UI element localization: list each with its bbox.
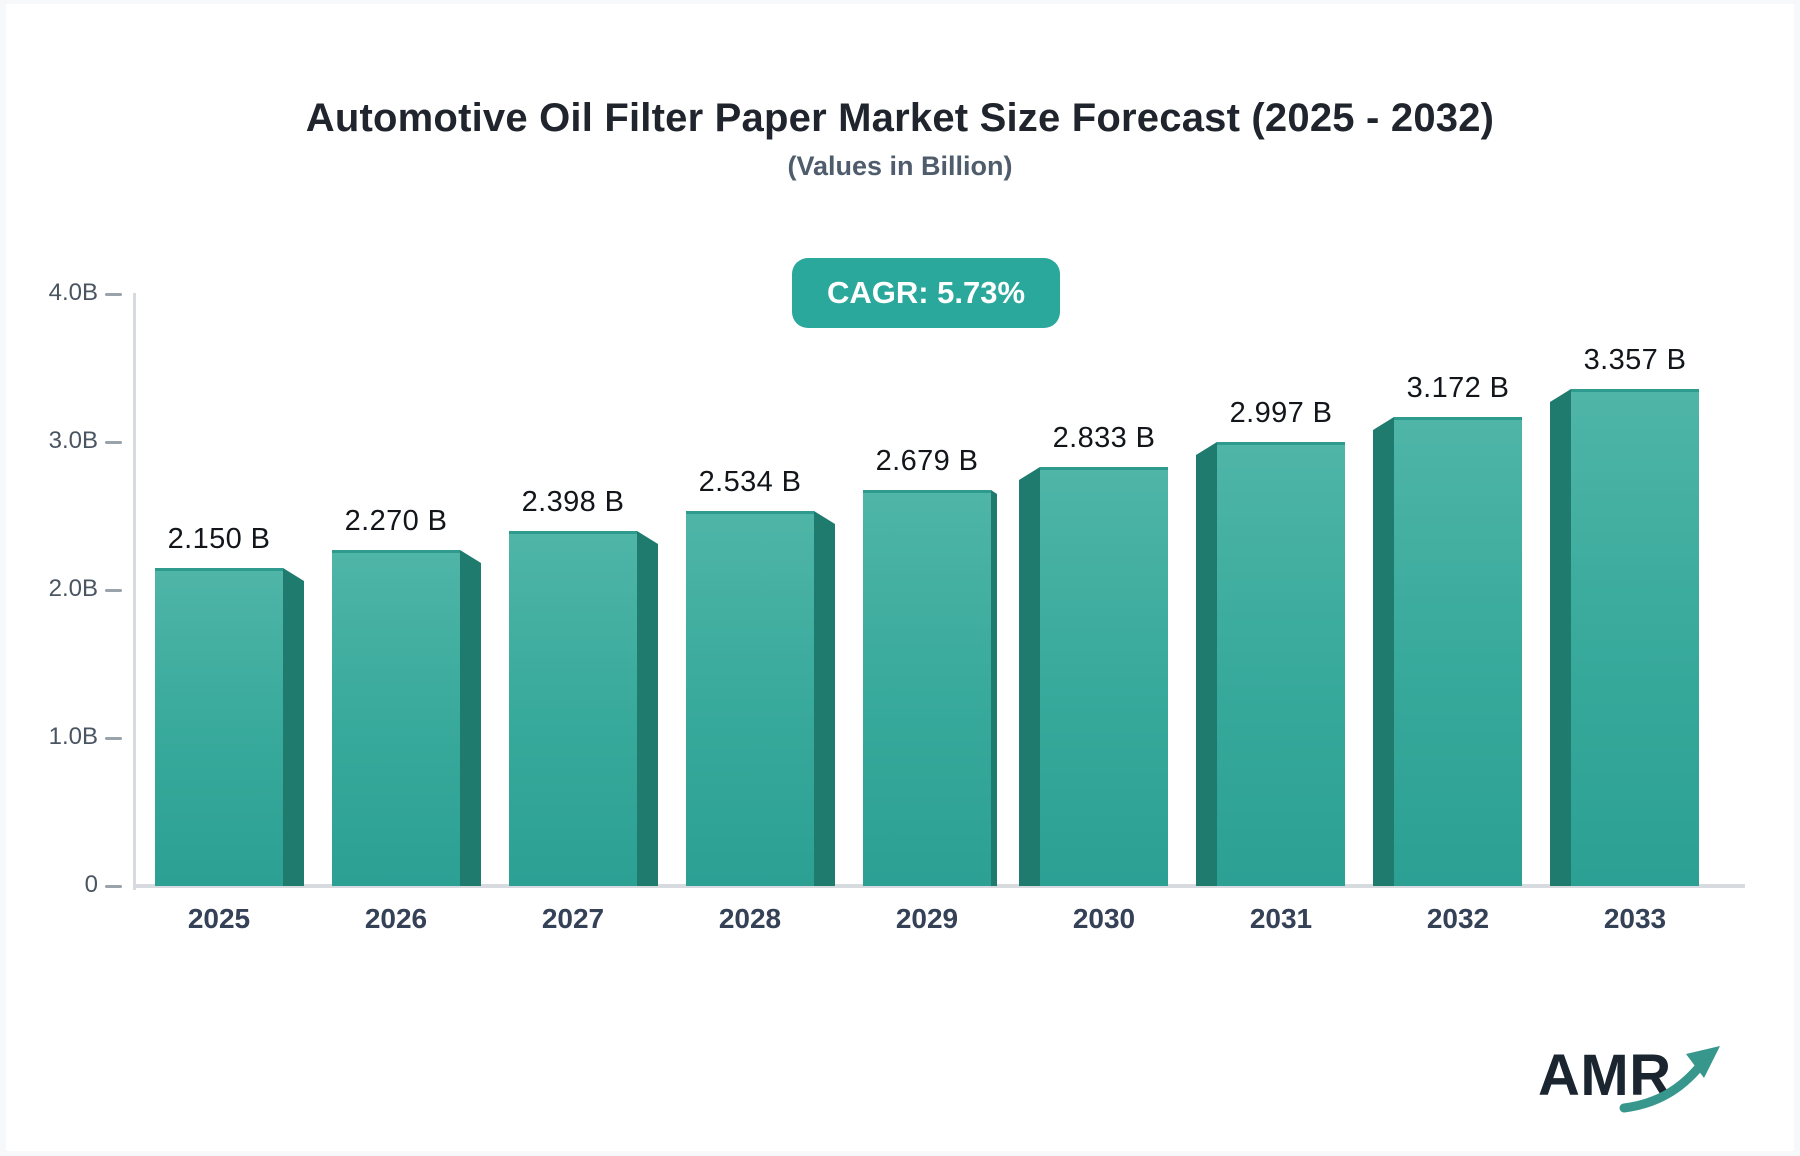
bar-2032 [1373,417,1522,886]
bar-side-face [1196,442,1217,886]
bar-value-label: 3.172 B [1406,372,1510,404]
bar-value-label: 3.357 B [1583,344,1687,376]
bar-chart-plot-area: 4.0B 3.0B 2.0B 1.0B 0 2.150 B 2025 2.270 B 2026 2… [6,4,1794,1151]
x-axis-label: 2028 [718,903,782,934]
bar-face [509,531,637,886]
bar-2029 [863,490,997,886]
y-axis-line [133,293,136,890]
bar-face [1394,417,1522,886]
bar-2033 [1550,389,1699,886]
x-axis-label: 2026 [364,903,428,934]
bar-value-label: 2.534 B [698,466,802,498]
y-axis-tick-label: 0 [84,871,98,898]
bar-face [1217,442,1345,886]
y-axis-tick-label: 1.0B [48,723,98,750]
bar-face [1571,389,1699,886]
bar-side-face [1019,467,1040,886]
x-axis-label: 2027 [541,903,605,934]
y-axis-tick [105,441,122,444]
bar-value-label: 2.270 B [344,505,448,537]
page-subtitle: (Values in Billion) [787,151,1013,181]
bar-value-label: 2.997 B [1229,397,1333,429]
cagr-badge-label: CAGR: 5.73% [826,275,1026,310]
bar-2028 [686,511,835,886]
x-axis-label: 2032 [1426,903,1490,934]
bar-face [1040,467,1168,886]
bar-value-label: 2.679 B [875,445,979,477]
bar-side-face [637,531,658,886]
cagr-badge: CAGR: 5.73% [792,258,1060,328]
bar-value-label: 2.398 B [521,486,625,518]
x-axis-label: 2030 [1072,903,1136,934]
bar-2031 [1196,442,1345,886]
bar-face [155,568,283,886]
x-axis-line [133,884,1745,888]
y-axis-tick-label: 2.0B [48,575,98,602]
bar-side-face [991,490,997,886]
growth-arrow-icon [1619,1046,1720,1113]
amr-logo-text: AMR [1538,1043,1672,1108]
bar-side-face [283,568,304,886]
x-axis-label: 2025 [187,903,251,934]
bar-side-face [814,511,835,886]
y-axis-tick [105,885,122,888]
bar-2030 [1019,467,1168,886]
bar-2025 [155,568,304,886]
bar-side-face [1373,417,1394,886]
y-axis-tick-label: 3.0B [48,427,98,454]
y-axis-tick [105,589,122,592]
bar-face [863,490,991,886]
chart-card: Automotive Oil Filter Paper Market Size … [6,4,1794,1151]
x-axis-label: 2031 [1249,903,1313,934]
bar-side-face [1550,389,1571,886]
bar-2026 [332,550,481,886]
bar-face [332,550,460,886]
bar-value-label: 2.833 B [1052,422,1156,454]
bar-2027 [509,531,658,886]
bar-face [686,511,814,886]
y-axis-tick [105,293,122,296]
page-title: Automotive Oil Filter Paper Market Size … [305,96,1495,140]
y-axis-tick [105,737,122,740]
bar-side-face [460,550,481,886]
amr-logo: AMR [1538,1032,1758,1127]
bar-value-label: 2.150 B [167,523,271,555]
y-axis-tick-label: 4.0B [48,279,98,306]
x-axis-label: 2033 [1603,903,1667,934]
x-axis-label: 2029 [895,903,959,934]
